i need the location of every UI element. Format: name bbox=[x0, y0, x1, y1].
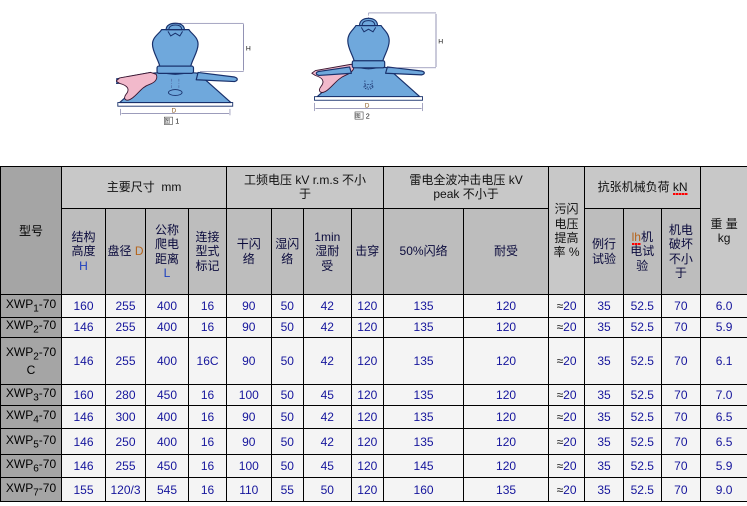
svg-text:图: 图 bbox=[165, 117, 170, 125]
svg-text:2: 2 bbox=[366, 111, 370, 120]
svg-text:D: D bbox=[172, 108, 177, 115]
svg-text:D: D bbox=[365, 102, 370, 109]
svg-text:H: H bbox=[438, 39, 443, 46]
svg-text:H: H bbox=[246, 46, 251, 53]
svg-text:图: 图 bbox=[355, 112, 360, 120]
svg-text:1: 1 bbox=[175, 117, 179, 126]
